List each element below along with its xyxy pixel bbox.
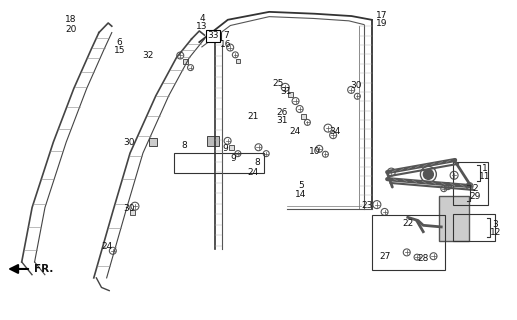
Text: 24: 24 [101, 242, 112, 251]
Text: 16: 16 [220, 40, 232, 49]
Bar [288, 92, 293, 97]
Text: FR.: FR. [34, 264, 53, 274]
Text: 20: 20 [65, 25, 77, 34]
Bar [453, 214, 495, 241]
Text: 28: 28 [418, 254, 429, 263]
Text: 1: 1 [482, 164, 488, 173]
Text: 26: 26 [276, 108, 287, 117]
Bar [130, 210, 135, 215]
Bar [301, 114, 306, 118]
Bar [206, 32, 221, 40]
Bar [438, 196, 468, 241]
Text: 3: 3 [492, 220, 498, 229]
Bar [207, 136, 219, 146]
Text: 11: 11 [479, 172, 491, 181]
Text: 21: 21 [248, 113, 259, 122]
Text: 30: 30 [123, 138, 134, 147]
Text: 18: 18 [65, 15, 77, 24]
Text: 4: 4 [199, 14, 205, 23]
Text: 33: 33 [207, 31, 219, 40]
Bar [236, 59, 240, 63]
Circle shape [423, 169, 433, 179]
Text: 24: 24 [289, 127, 300, 136]
Text: 12: 12 [490, 228, 501, 237]
Text: 31: 31 [276, 116, 287, 125]
Bar [229, 145, 234, 150]
Text: 7: 7 [223, 31, 229, 40]
Text: 29: 29 [469, 192, 480, 201]
Text: 30: 30 [123, 204, 134, 213]
Text: 17: 17 [376, 11, 388, 20]
Bar [174, 153, 264, 173]
Text: 34: 34 [329, 127, 340, 136]
Text: 2: 2 [472, 184, 478, 193]
Text: 15: 15 [114, 46, 125, 55]
Text: 8: 8 [181, 141, 187, 150]
Bar [372, 215, 445, 270]
Text: 22: 22 [402, 219, 414, 228]
Text: 31: 31 [280, 87, 292, 96]
Text: 5: 5 [298, 181, 303, 190]
Text: 13: 13 [196, 22, 208, 31]
Text: 9: 9 [230, 154, 236, 163]
Text: 30: 30 [351, 81, 362, 90]
Text: 8: 8 [254, 158, 260, 167]
Bar [453, 162, 488, 205]
Text: 19: 19 [376, 19, 388, 28]
Bar [149, 139, 157, 147]
Text: 27: 27 [379, 252, 390, 261]
Text: 14: 14 [295, 189, 307, 199]
Text: 23: 23 [361, 201, 372, 210]
Bar [183, 60, 188, 64]
Text: 10: 10 [309, 147, 321, 156]
Text: 9: 9 [222, 144, 228, 153]
Text: 32: 32 [142, 51, 154, 60]
Text: 25: 25 [272, 79, 284, 88]
Text: 6: 6 [117, 38, 123, 47]
Text: 24: 24 [248, 168, 259, 177]
